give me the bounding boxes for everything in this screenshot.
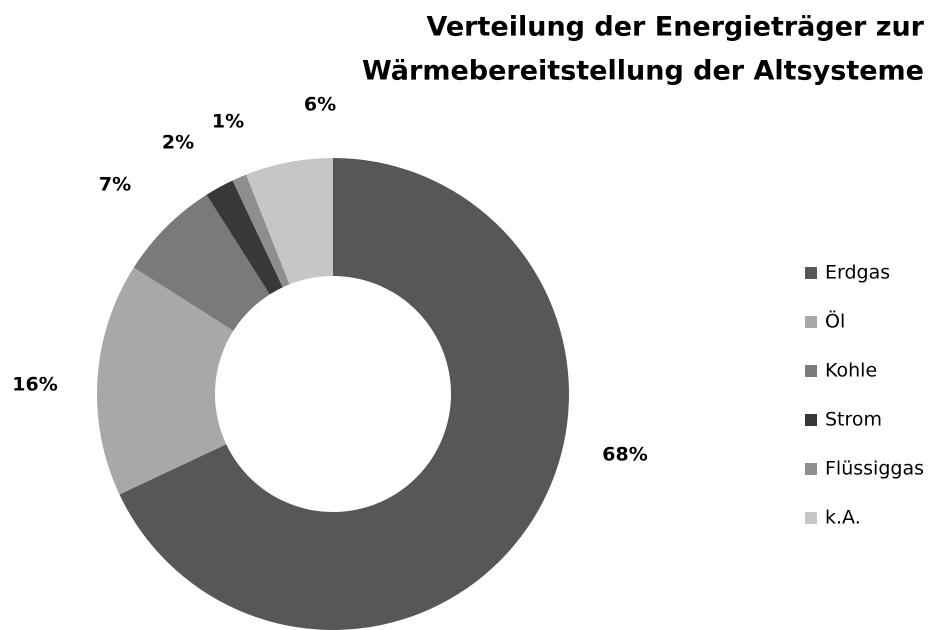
- chart-title: Wärmebereitstellung der Altsysteme: [362, 56, 924, 87]
- legend-label: Strom: [825, 409, 882, 431]
- legend-swatch: [805, 316, 817, 328]
- legend-swatch: [805, 267, 817, 279]
- data-label: 7%: [99, 174, 131, 196]
- legend-swatch: [805, 414, 817, 426]
- data-label: 16%: [12, 374, 57, 396]
- donut-slice: [246, 158, 333, 285]
- data-label: 1%: [212, 111, 244, 133]
- donut-slice: [97, 267, 234, 495]
- legend-swatch: [805, 512, 817, 524]
- legend-label: Öl: [825, 310, 845, 333]
- legend-label: k.A.: [825, 507, 861, 529]
- chart-title: Verteilung der Energieträger zur: [426, 12, 924, 43]
- donut-slice: [232, 174, 290, 288]
- donut-slice: [119, 158, 569, 630]
- donut-slice: [206, 180, 283, 295]
- legend-label: Flüssiggas: [825, 458, 924, 480]
- legend-swatch: [805, 463, 817, 475]
- legend-label: Erdgas: [825, 262, 890, 284]
- data-label: 6%: [304, 94, 336, 116]
- donut-slice: [133, 194, 270, 331]
- legend-swatch: [805, 365, 817, 377]
- legend-label: Kohle: [825, 360, 877, 382]
- data-label: 68%: [602, 444, 647, 466]
- data-label: 2%: [162, 132, 194, 154]
